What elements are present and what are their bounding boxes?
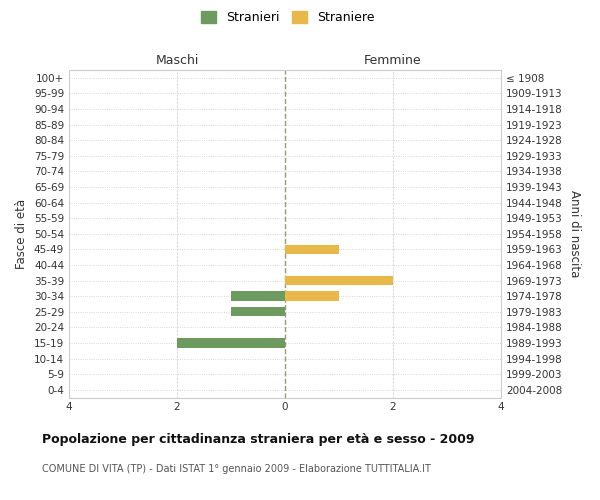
Bar [231,292,285,301]
Bar [231,307,285,316]
Bar [285,244,339,254]
Text: Femmine: Femmine [364,54,422,68]
Bar [285,276,393,285]
Bar [285,292,339,301]
Text: Popolazione per cittadinanza straniera per età e sesso - 2009: Popolazione per cittadinanza straniera p… [42,432,475,446]
Bar [177,338,285,347]
Legend: Stranieri, Straniere: Stranieri, Straniere [196,6,380,29]
Y-axis label: Anni di nascita: Anni di nascita [568,190,581,278]
Text: Maschi: Maschi [155,54,199,68]
Text: COMUNE DI VITA (TP) - Dati ISTAT 1° gennaio 2009 - Elaborazione TUTTITALIA.IT: COMUNE DI VITA (TP) - Dati ISTAT 1° genn… [42,464,431,474]
Y-axis label: Fasce di età: Fasce di età [16,198,28,269]
